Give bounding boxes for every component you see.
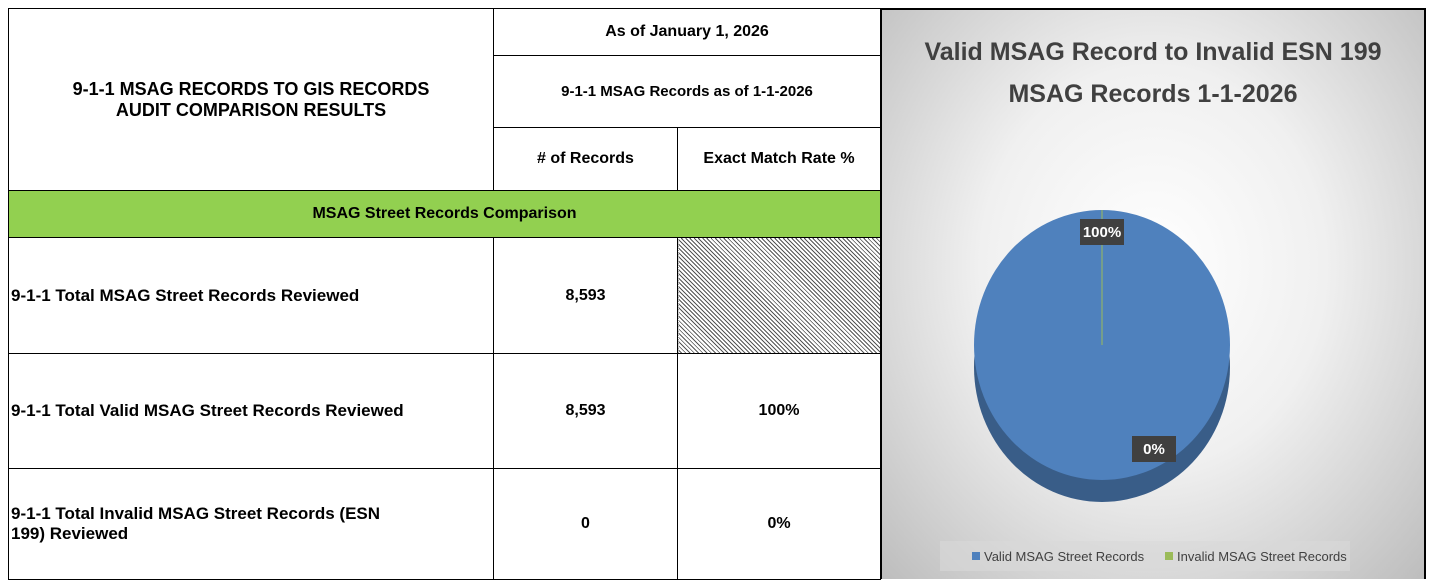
chart-title: Valid MSAG Record to Invalid ESN 199 xyxy=(924,38,1382,66)
table-title: 9-1-1 MSAG RECORDS TO GIS RECORDS AUDIT … xyxy=(8,8,494,191)
legend-label: Valid MSAG Street Records xyxy=(984,549,1145,564)
data-label-text: 100% xyxy=(1083,224,1121,241)
row-label: 9-1-1 Total Valid MSAG Street Records Re… xyxy=(8,353,494,469)
data-label: 0% xyxy=(1132,436,1176,462)
legend-label: Invalid MSAG Street Records xyxy=(1177,549,1347,564)
title-line: AUDIT COMPARISON RESULTS xyxy=(115,99,387,120)
cell: 0 xyxy=(493,468,678,580)
data-label-box xyxy=(1080,219,1124,245)
section-header: MSAG Street Records Comparison xyxy=(7,190,882,238)
data-label: 100% xyxy=(1080,219,1124,245)
column-header: # of Records xyxy=(493,127,678,191)
hatched-cell xyxy=(676,237,882,354)
pie-chart: Valid MSAG Record to Invalid ESN 199 MSA… xyxy=(880,8,1426,579)
cell: 8,593 xyxy=(493,237,678,354)
legend-swatch xyxy=(1165,552,1173,560)
title-line: 9-1-1 MSAG RECORDS TO GIS RECORDS xyxy=(72,78,430,99)
pie-svg: 100% 0% Valid MSAG Street Records Invalid M… xyxy=(940,210,1350,571)
legend-box xyxy=(940,541,1350,571)
row-label-text: 9-1-1 Total Invalid MSAG Street Records … xyxy=(11,504,381,543)
cell: 8,593 xyxy=(493,353,678,469)
column-header: Exact Match Rate % xyxy=(676,127,882,191)
data-label-box xyxy=(1132,436,1176,462)
chart-title: MSAG Records 1-1-2026 xyxy=(1008,80,1298,108)
cell: 0% xyxy=(676,468,882,580)
records-header: 9-1-1 MSAG Records as of 1-1-2026 xyxy=(492,55,882,128)
legend-swatch xyxy=(972,552,980,560)
as-of-header: As of January 1, 2026 xyxy=(492,8,882,56)
row-label: 9-1-1 Total MSAG Street Records Reviewed xyxy=(8,237,494,354)
row-label: 9-1-1 Total Invalid MSAG Street Records … xyxy=(8,468,494,580)
data-label-text: 0% xyxy=(1143,441,1165,458)
cell: 100% xyxy=(676,353,882,469)
audit-table: 9-1-1 MSAG RECORDS TO GIS RECORDS AUDIT … xyxy=(7,8,882,580)
